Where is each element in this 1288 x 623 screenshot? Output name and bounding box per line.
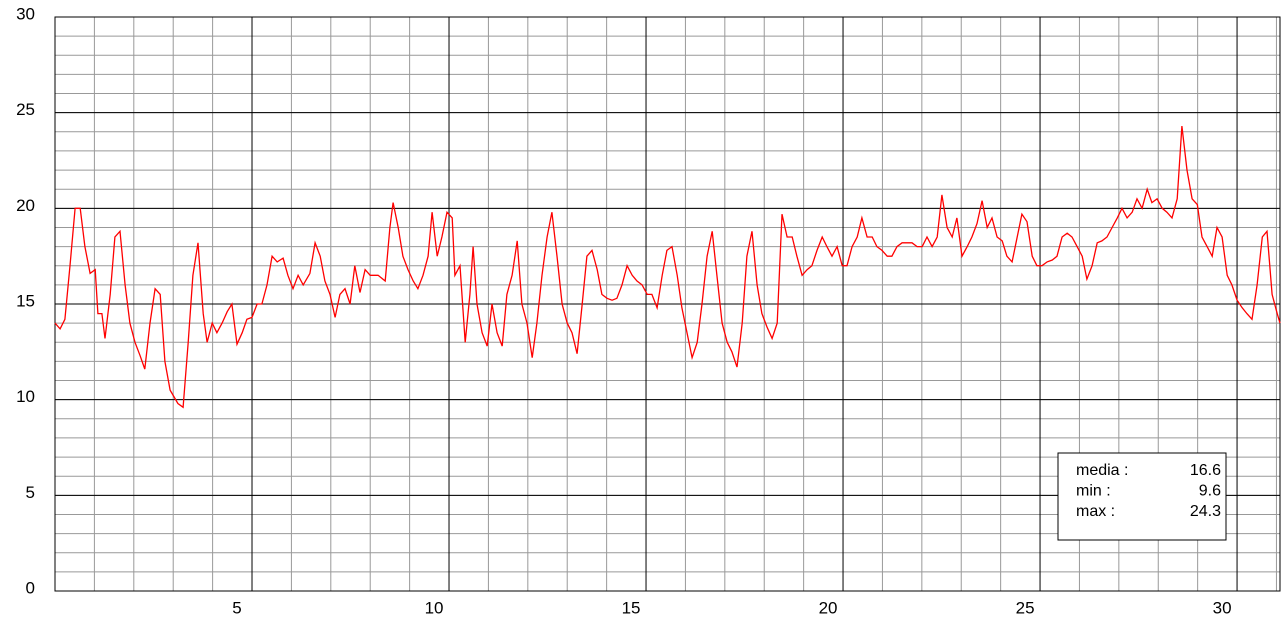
data-line (54, 126, 1281, 409)
x-tick-label: 20 (819, 598, 838, 617)
stats-value: 24.3 (1190, 503, 1221, 520)
stats-label: min : (1076, 483, 1111, 500)
y-tick-label: 0 (26, 578, 35, 597)
x-tick-label: 5 (232, 598, 241, 617)
stats-box (1057, 452, 1227, 541)
stats-value: 16.6 (1190, 462, 1221, 479)
stats-value: 9.6 (1199, 483, 1221, 500)
x-tick-label: 30 (1213, 598, 1232, 617)
y-tick-label: 25 (16, 100, 35, 119)
x-tick-label: 10 (425, 598, 444, 617)
x-tick-label: 25 (1016, 598, 1035, 617)
x-tick-label: 15 (622, 598, 641, 617)
plot-border (54, 16, 1281, 592)
y-tick-label: 30 (16, 4, 35, 23)
stats-label: media : (1076, 462, 1128, 479)
y-tick-label: 15 (16, 291, 35, 310)
y-tick-label: 20 (16, 196, 35, 215)
stats-label: max : (1076, 503, 1115, 520)
y-tick-label: 10 (16, 387, 35, 406)
y-tick-label: 5 (26, 483, 35, 502)
